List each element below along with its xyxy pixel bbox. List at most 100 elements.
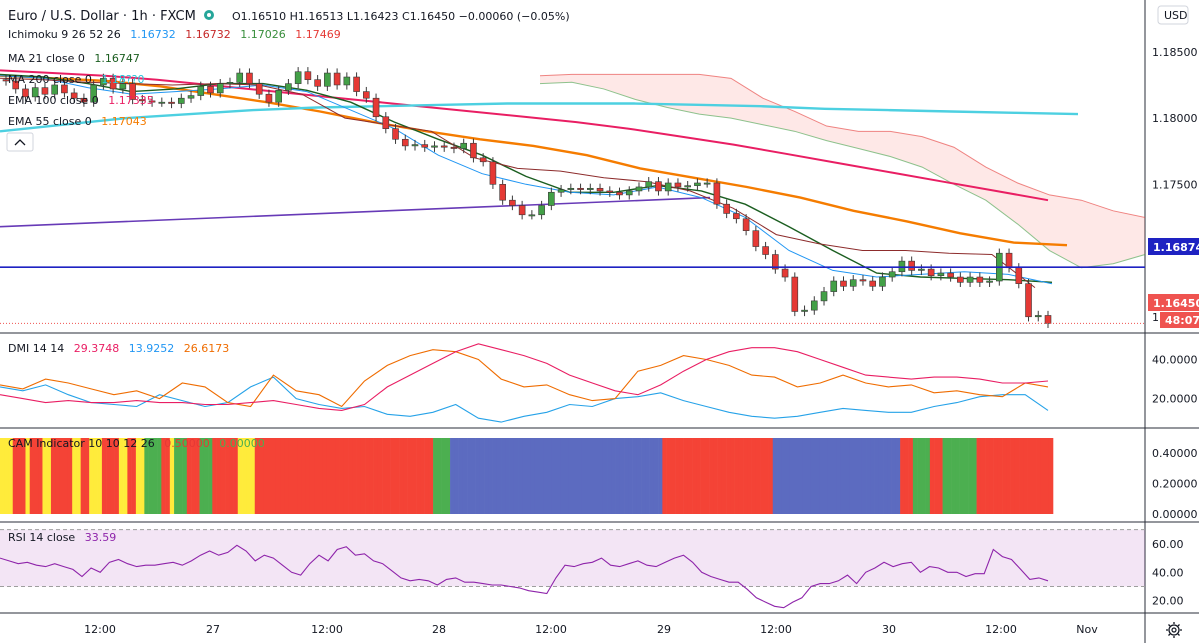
candle-body[interactable] — [694, 182, 701, 186]
cam-bar[interactable] — [713, 438, 718, 514]
cam-bar[interactable] — [1010, 438, 1016, 514]
candle-body[interactable] — [411, 144, 419, 147]
cam-bar[interactable] — [539, 438, 544, 514]
cam-bar[interactable] — [89, 438, 94, 514]
time-axis[interactable]: 12:00 27 12:00 28 12:00 29 12:00 30 12:00 Nov — [84, 623, 1098, 636]
cam-bar[interactable] — [590, 438, 595, 514]
cam-bar[interactable] — [441, 438, 447, 514]
cam-bar[interactable] — [38, 438, 43, 514]
cam-bar[interactable] — [0, 438, 5, 514]
cam-bar[interactable] — [144, 438, 149, 514]
cam-bar[interactable] — [123, 438, 128, 514]
cam-bar[interactable] — [314, 438, 319, 514]
cam-bar[interactable] — [704, 438, 710, 514]
candle-body[interactable] — [635, 186, 643, 192]
cam-bar[interactable] — [242, 438, 247, 514]
cam-bar[interactable] — [955, 438, 960, 514]
cam-bar[interactable] — [369, 438, 374, 514]
ma-line-ma-21[interactable] — [0, 73, 1053, 283]
cam-bar[interactable] — [832, 438, 837, 514]
cam-bar[interactable] — [501, 438, 506, 514]
cam-bar[interactable] — [963, 438, 969, 514]
cam-bar[interactable] — [883, 438, 888, 514]
dmi-panel[interactable] — [0, 343, 1049, 423]
cam-bar[interactable] — [798, 438, 803, 514]
cam-bar[interactable] — [203, 438, 209, 514]
legend-ichimoku[interactable]: Ichimoku 9 26 52 26 1.16732 1.16732 1.17… — [8, 28, 341, 41]
cam-bar[interactable] — [1044, 438, 1050, 514]
cam-bar[interactable] — [568, 438, 574, 514]
cam-bar[interactable] — [819, 438, 825, 514]
cam-bar[interactable] — [309, 438, 315, 514]
cam-bar[interactable] — [445, 438, 451, 514]
cam-bar[interactable] — [653, 438, 659, 514]
cam-bar[interactable] — [700, 438, 706, 514]
candle-body[interactable] — [177, 97, 185, 104]
candle-body[interactable] — [450, 146, 458, 149]
cam-bar[interactable] — [530, 438, 536, 514]
cam-bar[interactable] — [46, 438, 52, 514]
cam-bar[interactable] — [63, 438, 69, 514]
cam-bar[interactable] — [67, 438, 73, 514]
symbol-title[interactable]: Euro / U.S. Dollar · 1h · FXCM — [8, 9, 196, 24]
cam-bar[interactable] — [471, 438, 476, 514]
candle-body[interactable] — [879, 276, 886, 287]
cam-bar[interactable] — [416, 438, 421, 514]
cam-bar[interactable] — [1014, 438, 1020, 514]
legend-dmi[interactable]: DMI 14 14 29.3748 13.9252 26.6173 — [8, 342, 229, 355]
legend-ma200[interactable]: MA 200 close 0 1.18??0 — [8, 73, 145, 86]
cam-bar[interactable] — [534, 438, 540, 514]
candle-body[interactable] — [810, 300, 818, 311]
cam-bar[interactable] — [734, 438, 740, 514]
candle-body[interactable] — [918, 268, 925, 271]
cam-bar[interactable] — [866, 438, 871, 514]
candle-body[interactable] — [90, 84, 97, 103]
candle-body[interactable] — [2, 79, 10, 82]
cam-bar[interactable] — [484, 438, 489, 514]
cam-bar[interactable] — [598, 438, 604, 514]
cam-bar[interactable] — [619, 438, 625, 514]
rsi-panel[interactable] — [0, 529, 1145, 609]
cam-bar[interactable] — [840, 438, 846, 514]
cam-bar[interactable] — [547, 438, 553, 514]
cam-bar[interactable] — [25, 438, 31, 514]
cam-bar[interactable] — [305, 438, 311, 514]
cam-bar[interactable] — [127, 438, 132, 514]
cam-bar[interactable] — [624, 438, 629, 514]
cam-bar[interactable] — [152, 438, 158, 514]
candle-body[interactable] — [440, 145, 448, 148]
cam-bar[interactable] — [726, 438, 731, 514]
cam-bar[interactable] — [861, 438, 867, 514]
cam-bar[interactable] — [551, 438, 557, 514]
cam-bar[interactable] — [450, 438, 455, 514]
candle-body[interactable] — [12, 80, 20, 90]
cam-panel[interactable] — [0, 438, 1054, 514]
candle-body[interactable] — [479, 157, 487, 163]
candle-body[interactable] — [645, 181, 653, 188]
cam-bar[interactable] — [297, 438, 302, 514]
candle-body[interactable] — [226, 82, 234, 84]
cam-bar[interactable] — [581, 438, 587, 514]
cam-bar[interactable] — [615, 438, 621, 514]
candle-body[interactable] — [674, 182, 682, 188]
cam-bar[interactable] — [97, 438, 103, 514]
candle-body[interactable] — [158, 101, 166, 104]
cam-bar[interactable] — [335, 438, 340, 514]
candle-body[interactable] — [567, 187, 575, 190]
cam-bar[interactable] — [692, 438, 697, 514]
cam-bar[interactable] — [399, 438, 404, 514]
cam-bar[interactable] — [968, 438, 973, 514]
candle-body[interactable] — [791, 276, 799, 312]
dmi-line-di[interactable] — [0, 376, 1049, 423]
candle-body[interactable] — [1044, 315, 1052, 324]
cam-bar[interactable] — [602, 438, 608, 514]
candle-body[interactable] — [976, 276, 984, 283]
cam-bar[interactable] — [997, 438, 1003, 514]
cam-bar[interactable] — [479, 438, 485, 514]
candle-body[interactable] — [986, 280, 993, 283]
cam-bar[interactable] — [709, 438, 714, 514]
cam-bar[interactable] — [356, 438, 362, 514]
candle-body[interactable] — [392, 128, 399, 140]
cam-bar[interactable] — [853, 438, 858, 514]
candle-body[interactable] — [616, 191, 623, 196]
